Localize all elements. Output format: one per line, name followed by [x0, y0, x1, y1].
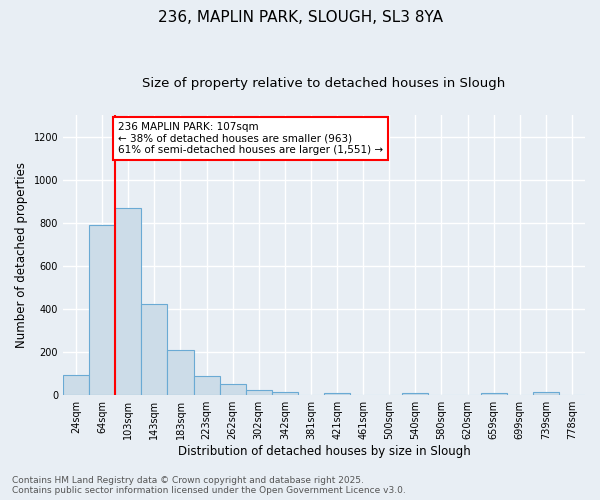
Text: 236, MAPLIN PARK, SLOUGH, SL3 8YA: 236, MAPLIN PARK, SLOUGH, SL3 8YA: [157, 10, 443, 25]
Bar: [220, 384, 246, 394]
Bar: [324, 392, 350, 394]
Bar: [403, 392, 428, 394]
Title: Size of property relative to detached houses in Slough: Size of property relative to detached ho…: [142, 78, 506, 90]
Bar: [246, 390, 272, 394]
Y-axis label: Number of detached properties: Number of detached properties: [15, 162, 28, 348]
Bar: [115, 208, 142, 394]
Bar: [89, 225, 115, 394]
Text: 236 MAPLIN PARK: 107sqm
← 38% of detached houses are smaller (963)
61% of semi-d: 236 MAPLIN PARK: 107sqm ← 38% of detache…: [118, 122, 383, 155]
Bar: [142, 304, 167, 394]
Text: Contains HM Land Registry data © Crown copyright and database right 2025.
Contai: Contains HM Land Registry data © Crown c…: [12, 476, 406, 495]
Bar: [63, 376, 89, 394]
X-axis label: Distribution of detached houses by size in Slough: Distribution of detached houses by size …: [178, 444, 470, 458]
Bar: [272, 392, 298, 394]
Bar: [533, 392, 559, 394]
Bar: [481, 392, 507, 394]
Bar: [167, 350, 194, 395]
Bar: [194, 376, 220, 394]
